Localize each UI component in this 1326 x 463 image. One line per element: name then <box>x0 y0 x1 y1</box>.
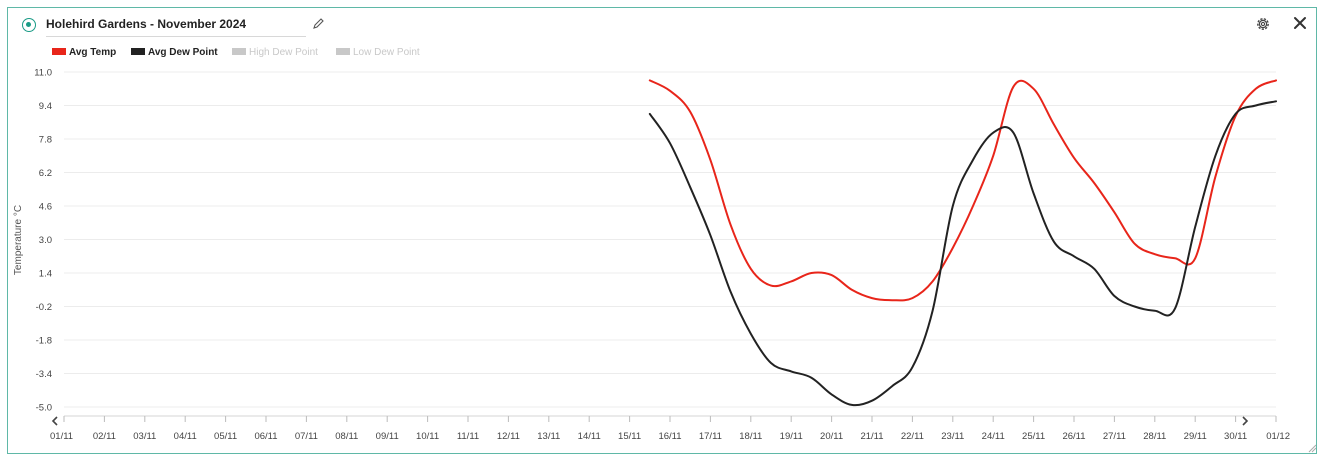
y-tick-label: -0.2 <box>36 302 52 313</box>
legend-label-3[interactable]: Low Dew Point <box>353 47 420 58</box>
x-tick-label: 07/11 <box>295 431 318 442</box>
chart-title[interactable]: Holehird Gardens - November 2024 <box>46 17 247 31</box>
x-tick-label: 03/11 <box>133 431 156 442</box>
x-tick-label: 06/11 <box>254 431 277 442</box>
x-tick-label: 11/11 <box>457 431 479 442</box>
x-tick-label: 18/11 <box>739 431 762 442</box>
y-tick-label: 4.6 <box>39 202 52 213</box>
x-tick-label: 23/11 <box>941 431 964 442</box>
y-tick-label: 9.4 <box>39 101 52 112</box>
y-axis-label: Temperature °C <box>13 205 24 275</box>
y-tick-label: -3.4 <box>36 369 52 380</box>
x-tick-label: 24/11 <box>982 431 1005 442</box>
x-tick-label: 01/12 <box>1266 431 1290 442</box>
x-tick-label: 08/11 <box>335 431 358 442</box>
chart-panel: Holehird Gardens - November 2024 <box>7 7 1317 454</box>
x-tick-label: 10/11 <box>416 431 439 442</box>
grid <box>64 71 1276 417</box>
y-tick-label: 6.2 <box>39 168 52 179</box>
x-tick-label: 14/11 <box>578 431 601 442</box>
chevron-left-icon[interactable] <box>51 416 58 426</box>
x-tick-label: 05/11 <box>214 431 237 442</box>
x-tick-label: 02/11 <box>93 431 116 442</box>
x-tick-label: 13/11 <box>537 431 560 442</box>
legend-swatch-3[interactable] <box>336 48 350 55</box>
series-lines <box>648 79 1277 407</box>
legend-label-2[interactable]: High Dew Point <box>249 47 318 58</box>
x-tick-label: 27/11 <box>1103 431 1126 442</box>
legend-label-1[interactable]: Avg Dew Point <box>148 47 218 58</box>
title-underline <box>46 36 306 37</box>
close-icon[interactable] <box>1292 15 1308 31</box>
y-tick-label: 3.0 <box>39 235 52 246</box>
chevron-right-icon[interactable] <box>1242 416 1249 426</box>
legend-swatch-0[interactable] <box>52 48 66 55</box>
y-tick-label: 11.0 <box>34 68 52 79</box>
x-tick-label: 17/11 <box>699 431 722 442</box>
x-tick-label: 19/11 <box>780 431 803 442</box>
radio-selected-icon[interactable] <box>22 18 36 32</box>
pencil-icon[interactable] <box>311 17 325 31</box>
series-line-avg-dew-point[interactable] <box>648 100 1277 407</box>
x-tick-label: 04/11 <box>174 431 197 442</box>
x-tick-label: 28/11 <box>1143 431 1166 442</box>
x-tick-label: 09/11 <box>376 431 399 442</box>
gear-icon[interactable] <box>1255 16 1271 32</box>
series-line-avg-temp[interactable] <box>648 79 1277 302</box>
legend-swatch-1[interactable] <box>131 48 145 55</box>
legend-label-0[interactable]: Avg Temp <box>69 47 116 58</box>
x-tick-label: 15/11 <box>618 431 641 442</box>
y-tick-label: 1.4 <box>39 269 52 280</box>
x-tick-label: 30/11 <box>1224 431 1247 442</box>
y-tick-label: -5.0 <box>36 403 52 414</box>
x-tick-label: 12/11 <box>497 431 520 442</box>
x-tick-label: 16/11 <box>658 431 681 442</box>
y-tick-labels: 11.0 9.4 7.8 6.2 4.6 3.0 1.4 -0.2 -1.8 -3.4 -5.0 <box>34 68 52 414</box>
x-tick-label: 01/11 <box>50 431 73 442</box>
nav <box>51 416 1317 453</box>
x-tick-label: 26/11 <box>1062 431 1085 442</box>
x-tick-label: 20/11 <box>820 431 843 442</box>
x-tick-label: 22/11 <box>901 431 924 442</box>
x-tick-label: 21/11 <box>860 431 883 442</box>
legend-swatch-2[interactable] <box>232 48 246 55</box>
y-tick-label: 7.8 <box>39 135 52 146</box>
x-tick-labels: 01/11 02/11 03/11 04/11 05/11 06/11 07/11 08/11… <box>50 416 1290 442</box>
legend: Avg Temp Avg Dew Point High Dew Point Low D… <box>52 47 420 58</box>
y-tick-label: -1.8 <box>36 336 52 347</box>
x-tick-label: 29/11 <box>1184 431 1207 442</box>
resize-grip-icon[interactable] <box>1308 444 1317 453</box>
x-tick-label: 25/11 <box>1022 431 1045 442</box>
